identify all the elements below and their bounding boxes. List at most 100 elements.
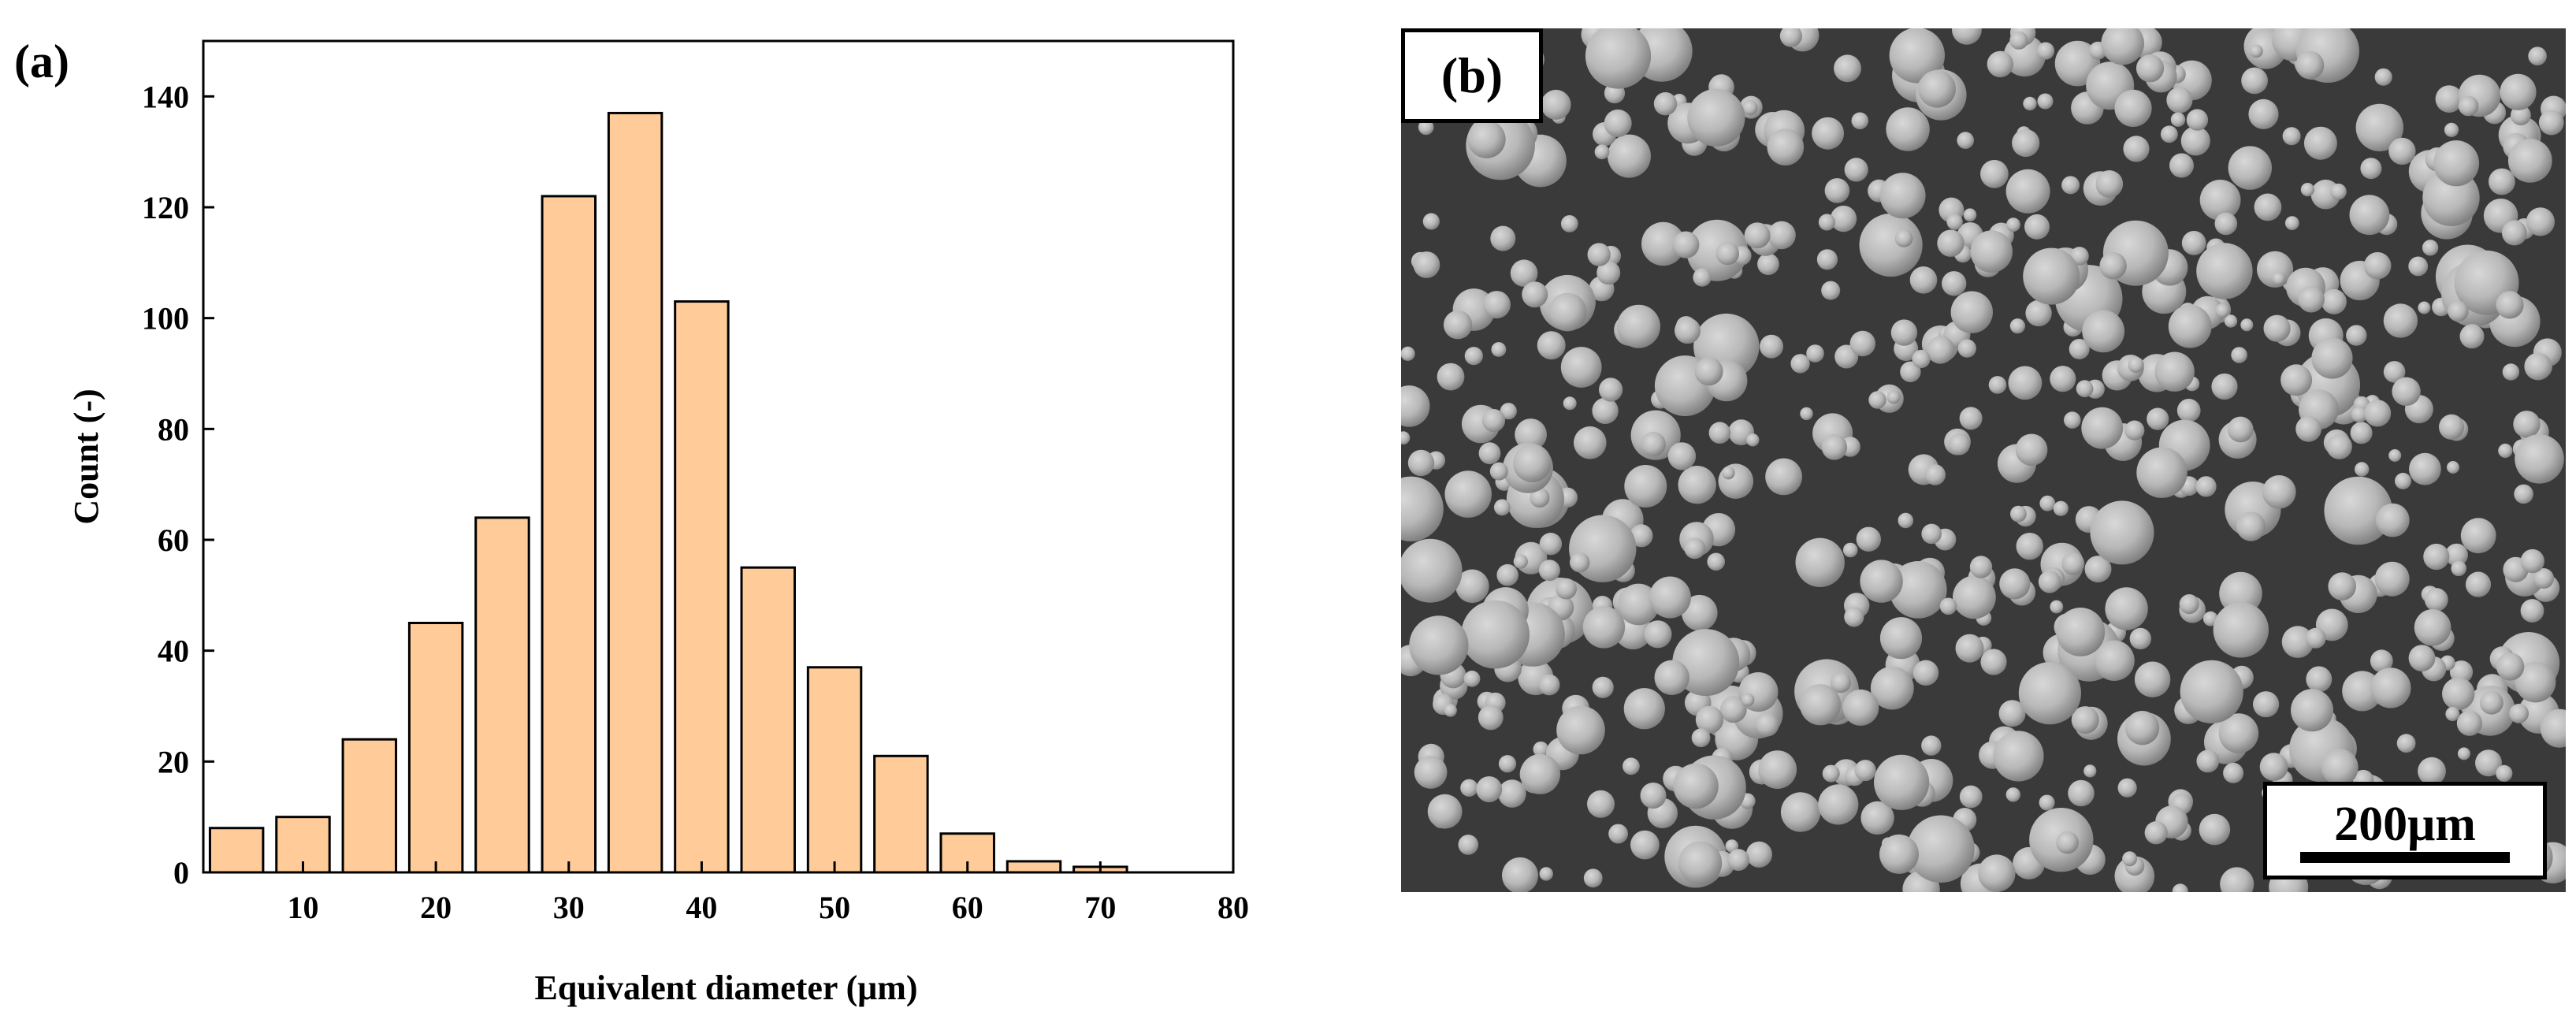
powder-particle	[2005, 787, 2020, 802]
powder-particle	[1879, 834, 1919, 874]
powder-particle	[1458, 835, 1479, 855]
sem-particles-image	[1401, 28, 2566, 892]
powder-particle	[1641, 221, 1686, 266]
y-tick-label: 100	[142, 301, 189, 337]
powder-particle	[2457, 747, 2470, 760]
powder-particle	[2114, 89, 2152, 127]
powder-particle	[1490, 225, 1516, 251]
powder-particle	[2363, 251, 2392, 280]
powder-particle	[1830, 205, 1857, 232]
scale-bar: 200μm	[2263, 782, 2547, 879]
bar	[208, 827, 265, 874]
powder-particle	[1746, 433, 1760, 447]
powder-particle	[2282, 127, 2301, 146]
powder-particle	[2280, 364, 2313, 396]
powder-particle	[2123, 136, 2150, 162]
powder-particle	[2295, 50, 2325, 80]
powder-particle	[1744, 222, 1771, 249]
powder-particle	[2456, 710, 2482, 736]
powder-particle	[2124, 420, 2145, 441]
powder-particle	[2056, 831, 2079, 854]
powder-particle	[2355, 462, 2370, 477]
histogram-chart: 0 20 40 60 80 100 120 140 10 20 30 40 50 60 70 80 Equiva…	[67, 39, 1249, 1007]
powder-particle	[2330, 183, 2347, 200]
powder-particle	[1741, 693, 1755, 707]
powder-particle	[1467, 120, 1506, 158]
powder-particle	[2196, 749, 2220, 773]
powder-particle	[1630, 524, 1653, 548]
powder-particle	[1464, 347, 1483, 366]
powder-particle	[2241, 67, 2268, 95]
powder-particle	[2284, 216, 2299, 230]
powder-particle	[2392, 377, 2421, 406]
powder-particle	[1401, 431, 1411, 445]
powder-particle	[1599, 377, 1623, 402]
powder-particle	[1537, 331, 1566, 360]
powder-particle	[1795, 537, 1845, 587]
powder-particle	[1890, 319, 1918, 346]
powder-particle	[1849, 330, 1875, 357]
powder-particle	[1854, 760, 1876, 782]
powder-particle	[1560, 215, 1578, 232]
powder-particle	[2082, 310, 2125, 353]
powder-particle	[2228, 146, 2272, 190]
powder-particle	[1969, 556, 1993, 578]
powder-particle	[2507, 139, 2552, 183]
powder-particle	[1722, 466, 1735, 480]
powder-particle	[1407, 449, 1435, 477]
powder-particle	[1414, 756, 1448, 789]
powder-particle	[2360, 158, 2382, 180]
powder-particle	[1818, 214, 1835, 231]
powder-particle	[1624, 465, 1667, 508]
powder-particle	[2211, 373, 2238, 400]
powder-particle	[1821, 434, 1848, 460]
powder-particle	[1409, 615, 1469, 675]
powder-particle	[2218, 713, 2259, 753]
powder-particle	[2081, 407, 2124, 449]
powder-particle	[1533, 741, 1549, 757]
x-tick-label: 80	[1217, 890, 1249, 925]
powder-particle	[2018, 662, 2081, 725]
powder-particle	[2024, 214, 2050, 240]
powder-particle	[1821, 281, 1841, 300]
powder-particle	[2061, 552, 2085, 575]
powder-particle	[2515, 434, 2564, 484]
powder-particle	[2374, 561, 2410, 597]
powder-particle	[2160, 125, 2178, 143]
powder-particle	[2540, 708, 2566, 748]
powder-particle	[2459, 324, 2485, 349]
powder-particle	[2144, 821, 2168, 845]
powder-particle	[1587, 243, 1611, 266]
powder-particle	[1800, 407, 1813, 421]
powder-particle	[1860, 560, 1903, 603]
powder-particle	[1959, 407, 1983, 430]
powder-particle	[1443, 310, 1473, 340]
powder-particle	[2168, 304, 2212, 348]
powder-particle	[2375, 503, 2410, 537]
powder-particle	[2448, 300, 2469, 322]
y-tick-label: 0	[173, 855, 189, 891]
powder-particle	[2423, 543, 2450, 571]
powder-particle	[2069, 339, 2090, 359]
powder-particle	[2248, 99, 2279, 129]
powder-particle	[1672, 231, 1700, 258]
powder-particle	[2124, 711, 2160, 746]
powder-particle	[2224, 314, 2238, 328]
powder-particle	[2351, 406, 2368, 423]
powder-particle	[1570, 552, 1590, 573]
powder-particle	[1870, 666, 1914, 710]
powder-particle	[1691, 728, 1711, 748]
powder-particle	[2395, 472, 2411, 489]
powder-particle	[1478, 442, 1501, 465]
powder-particle	[1556, 578, 1577, 600]
powder-particle	[1592, 397, 1619, 424]
powder-particle	[1824, 178, 1850, 203]
powder-particle	[2039, 794, 2055, 811]
powder-particle	[2447, 461, 2459, 474]
powder-particle	[1522, 281, 1548, 308]
powder-particle	[1538, 674, 1560, 696]
powder-particle	[1649, 576, 1691, 619]
powder-particle	[1630, 830, 1660, 860]
powder-particle	[1816, 249, 1838, 270]
powder-particle	[1604, 109, 1632, 137]
